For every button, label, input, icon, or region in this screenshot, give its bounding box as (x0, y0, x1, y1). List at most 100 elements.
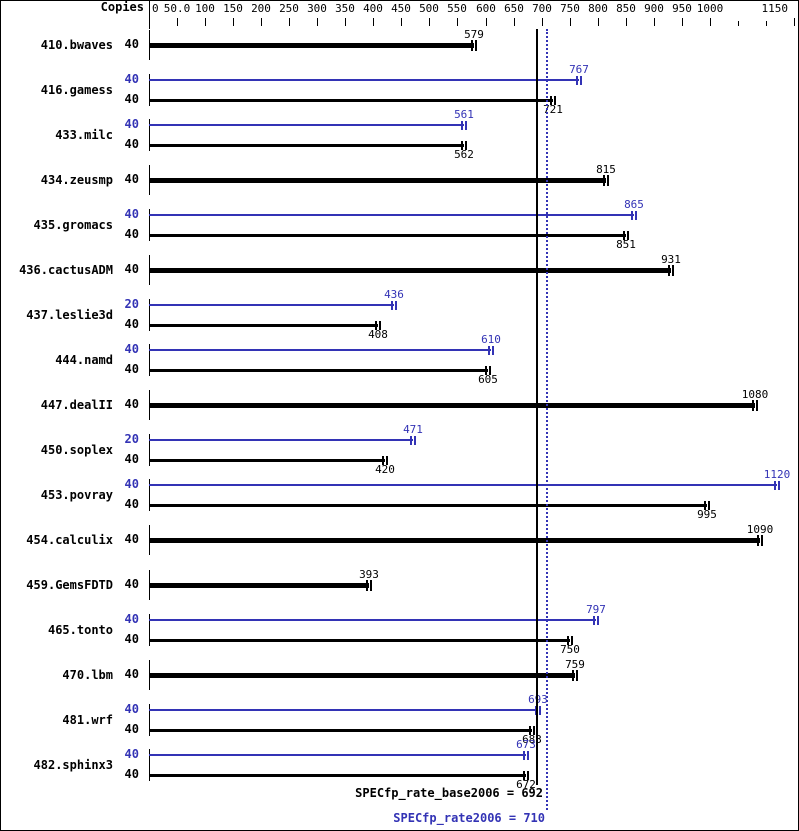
bar-end-marker (461, 141, 467, 150)
bar-value-label: 1080 (741, 388, 769, 401)
bar-value-label: 1120 (763, 468, 791, 481)
benchmark-label: 437.leslie3d (26, 308, 113, 322)
bar-value-label: 420 (375, 463, 395, 476)
peak-bar (149, 349, 491, 351)
base-copies-label: 40 (124, 667, 139, 681)
bar-end-marker (523, 771, 529, 780)
peak-bar (149, 79, 579, 81)
bar-end-marker (382, 456, 388, 465)
peak-bar (149, 754, 526, 756)
bar-end-marker (603, 175, 609, 186)
axis-tick-label: 550 (447, 2, 467, 15)
axis-tick-label: 1000 (696, 2, 724, 15)
axis-tick-label: 350 (335, 2, 355, 15)
benchmark-label: 450.soplex (40, 443, 113, 457)
axis-tick-label: 750 (560, 2, 580, 15)
bar-end-marker (523, 751, 529, 760)
benchmark-label: 436.cactusADM (19, 263, 113, 277)
base-bar (149, 729, 532, 732)
axis-tick-label: 100 (195, 2, 215, 15)
axis-tick-label: 800 (588, 2, 608, 15)
benchmark-label: 482.sphinx3 (33, 758, 113, 772)
bar-end-marker (757, 535, 763, 546)
bar-end-marker (485, 366, 491, 375)
bar-end-marker (752, 400, 758, 411)
base-bar (149, 234, 626, 237)
base-bar (149, 673, 575, 678)
group-axis-segment (149, 749, 150, 781)
base-bar (149, 538, 760, 543)
axis-tick-label: 250 (279, 2, 299, 15)
axis-tick (570, 18, 571, 26)
peak-bar (149, 709, 538, 711)
base-copies-label: 40 (124, 172, 139, 186)
bar-end-marker (631, 211, 637, 220)
base-copies-label: 40 (124, 317, 139, 331)
axis-tick (233, 18, 234, 26)
axis-zero-line (149, 1, 150, 29)
peak-copies-label: 20 (124, 297, 139, 311)
peak-bar (149, 484, 777, 486)
bar-value-label: 672 (516, 778, 536, 791)
benchmark-label: 416.gamess (40, 83, 113, 97)
base-copies-label: 40 (124, 767, 139, 781)
base-copies-label: 40 (124, 577, 139, 591)
bar-end-marker (550, 96, 556, 105)
base-copies-label: 40 (124, 137, 139, 151)
bar-end-marker (668, 265, 674, 276)
base-bar (149, 324, 378, 327)
axis-tick (373, 18, 374, 26)
peak-copies-label: 40 (124, 702, 139, 716)
base-bar (149, 99, 553, 102)
bar-value-label: 471 (403, 423, 423, 436)
group-axis-segment (149, 344, 150, 376)
axis-tick-label: 950 (672, 2, 692, 15)
peak-bar (149, 214, 634, 216)
axis-tick (401, 18, 402, 26)
bar-value-label: 931 (661, 253, 681, 266)
axis-tick-label: 0 (152, 2, 159, 15)
peak-copies-label: 40 (124, 72, 139, 86)
peak-copies-label: 40 (124, 207, 139, 221)
bar-end-marker (471, 40, 477, 51)
axis-tick (710, 18, 711, 26)
base-bar (149, 639, 570, 642)
bar-end-marker (410, 436, 416, 445)
bar-value-label: 851 (616, 238, 636, 251)
axis-tick (317, 18, 318, 26)
axis-tick-label: 300 (307, 2, 327, 15)
bar-value-label: 579 (464, 28, 484, 41)
bar-value-label: 610 (481, 333, 501, 346)
bar-value-label: 605 (478, 373, 498, 386)
base-copies-label: 40 (124, 362, 139, 376)
base-bar (149, 583, 369, 588)
axis-tick (289, 18, 290, 26)
base-copies-label: 40 (124, 497, 139, 511)
peak-bar (149, 304, 394, 306)
peak-copies-label: 40 (124, 612, 139, 626)
axis-tick-label: 500 (419, 2, 439, 15)
group-axis-segment (149, 119, 150, 151)
benchmark-label: 453.povray (40, 488, 113, 502)
axis-tick (626, 18, 627, 26)
group-axis-segment (149, 74, 150, 106)
base-bar (149, 459, 385, 462)
axis-tick-label: 650 (504, 2, 524, 15)
axis-tick (261, 18, 262, 26)
base-copies-label: 40 (124, 227, 139, 241)
bar-value-label: 767 (569, 63, 589, 76)
base-copies-label: 40 (124, 397, 139, 411)
axis-tick (682, 18, 683, 26)
axis-tick (542, 18, 543, 26)
axis-tick (486, 18, 487, 26)
benchmark-label: 481.wrf (62, 713, 113, 727)
peak-bar (149, 439, 413, 441)
base-bar (149, 43, 474, 48)
group-axis-segment (149, 209, 150, 241)
peak-copies-label: 40 (124, 477, 139, 491)
axis-tick-label: 700 (532, 2, 552, 15)
base-bar (149, 369, 488, 372)
base-copies-label: 40 (124, 452, 139, 466)
group-axis-segment (149, 434, 150, 466)
